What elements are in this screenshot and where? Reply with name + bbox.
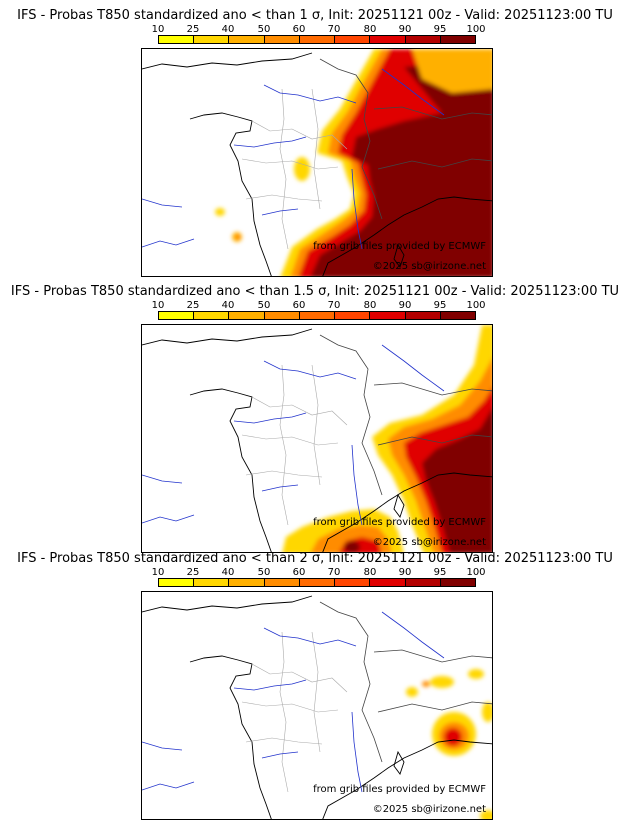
coastlines — [142, 328, 492, 552]
scale-swatch — [405, 36, 441, 43]
scale-label: 40 — [221, 567, 235, 578]
scale-swatch — [335, 36, 371, 43]
scale-label: 80 — [363, 567, 377, 578]
scale-swatch — [194, 312, 230, 319]
scale-swatch — [299, 312, 336, 319]
scale-swatch — [405, 312, 441, 319]
scale-label: 40 — [221, 24, 235, 35]
scale-label: 95 — [433, 567, 447, 578]
probability-field — [406, 669, 492, 819]
scale-swatch — [335, 579, 371, 586]
region-borders — [241, 631, 348, 793]
scale-swatch — [194, 579, 230, 586]
map-graphic — [142, 325, 492, 552]
scale-label: 10 — [151, 567, 165, 578]
rivers — [142, 611, 445, 793]
probability-field — [215, 49, 492, 276]
scale-label: 70 — [327, 300, 341, 311]
scale-label: 90 — [398, 567, 412, 578]
color-scale-labels: 10 25 40 50 60 70 80 90 95 100 — [140, 567, 486, 579]
scale-swatch — [229, 312, 265, 319]
copyright-credit: ©2025 sb@irizone.net — [372, 261, 486, 272]
map-panel-1: IFS - Probas T850 standardized ano < tha… — [0, 0, 630, 277]
country-borders — [319, 58, 492, 220]
map-panel-3: IFS - Probas T850 standardized ano < tha… — [0, 543, 630, 820]
coastlines — [142, 595, 492, 819]
probability-map: from grib files provided by ECMWF ©2025 … — [141, 48, 493, 277]
scale-label: 95 — [433, 24, 447, 35]
source-credit: from grib files provided by ECMWF — [313, 241, 486, 252]
coastlines — [142, 52, 492, 276]
color-scale-bar — [158, 578, 476, 587]
scale-label: 95 — [433, 300, 447, 311]
scale-label: 25 — [186, 567, 200, 578]
scale-label: 80 — [363, 24, 377, 35]
panel-title: IFS - Probas T850 standardized ano < tha… — [10, 284, 620, 299]
copyright-credit: ©2025 sb@irizone.net — [372, 804, 486, 815]
scale-label: 40 — [221, 300, 235, 311]
scale-label: 50 — [257, 300, 271, 311]
country-borders — [319, 601, 492, 763]
scale-label: 90 — [398, 300, 412, 311]
scale-swatch — [159, 579, 195, 586]
color-scale-labels: 10 25 40 50 60 70 80 90 95 100 — [140, 300, 486, 312]
scale-label: 50 — [257, 567, 271, 578]
source-credit: from grib files provided by ECMWF — [313, 784, 486, 795]
scale-label: 80 — [363, 300, 377, 311]
rivers — [142, 68, 445, 250]
map-panel-2: IFS - Probas T850 standardized ano < tha… — [0, 276, 630, 553]
scale-label: 25 — [186, 300, 200, 311]
scale-label: 60 — [292, 24, 306, 35]
scale-label: 25 — [186, 24, 200, 35]
scale-label: 10 — [151, 24, 165, 35]
probability-field — [282, 325, 492, 552]
scale-label: 70 — [327, 24, 341, 35]
scale-swatch — [440, 579, 475, 586]
probability-map: from grib files provided by ECMWF ©2025 … — [141, 591, 493, 820]
scale-swatch — [440, 36, 475, 43]
scale-label: 70 — [327, 567, 341, 578]
scale-swatch — [370, 36, 406, 43]
scale-swatch — [264, 312, 300, 319]
scale-swatch — [264, 36, 300, 43]
probability-map: from grib files provided by ECMWF ©2025 … — [141, 324, 493, 553]
scale-swatch — [405, 579, 441, 586]
color-scale-labels: 10 25 40 50 60 70 80 90 95 100 — [140, 24, 486, 36]
color-scale-bar — [158, 311, 476, 320]
copyright-credit: ©2025 sb@irizone.net — [372, 537, 486, 548]
scale-swatch — [159, 36, 195, 43]
scale-label: 100 — [466, 24, 486, 35]
scale-swatch — [335, 312, 371, 319]
scale-label: 60 — [292, 300, 306, 311]
source-credit: from grib files provided by ECMWF — [313, 517, 486, 528]
panel-title: IFS - Probas T850 standardized ano < tha… — [17, 551, 613, 566]
scale-label: 60 — [292, 567, 306, 578]
scale-swatch — [440, 312, 475, 319]
scale-label: 10 — [151, 300, 165, 311]
scale-label: 100 — [466, 300, 486, 311]
country-borders — [319, 334, 492, 496]
region-borders — [241, 364, 348, 526]
scale-swatch — [229, 36, 265, 43]
scale-swatch — [159, 312, 195, 319]
scale-swatch — [229, 579, 265, 586]
scale-label: 100 — [466, 567, 486, 578]
scale-swatch — [299, 579, 336, 586]
scale-swatch — [370, 312, 406, 319]
scale-swatch — [370, 579, 406, 586]
color-scale-bar — [158, 35, 476, 44]
scale-swatch — [299, 36, 336, 43]
rivers — [142, 344, 445, 526]
scale-label: 50 — [257, 24, 271, 35]
region-borders — [241, 88, 348, 250]
map-graphic — [142, 595, 492, 819]
scale-label: 90 — [398, 24, 412, 35]
scale-swatch — [264, 579, 300, 586]
panel-title: IFS - Probas T850 standardized ano < tha… — [17, 8, 613, 23]
scale-swatch — [194, 36, 230, 43]
map-graphic — [142, 49, 492, 276]
